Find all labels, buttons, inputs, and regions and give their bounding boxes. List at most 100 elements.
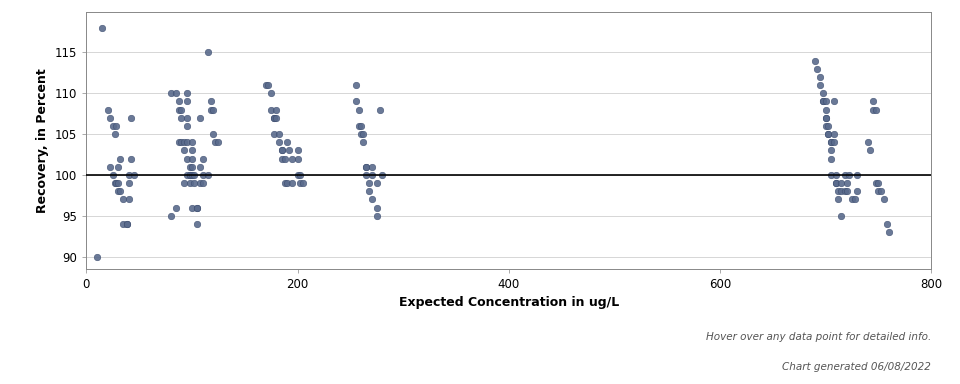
Point [121, 172, 136, 178]
Point [182, 164, 198, 170]
Point [126, 172, 142, 178]
Point [100, 106, 115, 113]
Point [267, 115, 282, 121]
Point [179, 90, 194, 96]
Point [828, 172, 844, 178]
Point [169, 204, 184, 210]
Point [89, 253, 105, 260]
Point [837, 188, 852, 194]
Point [862, 147, 877, 154]
Point [827, 131, 842, 137]
Point [108, 123, 124, 129]
Point [186, 172, 202, 178]
Point [816, 90, 831, 96]
Point [364, 164, 379, 170]
Point [182, 172, 198, 178]
Point [108, 180, 123, 186]
Point [845, 196, 860, 202]
Point [351, 106, 367, 113]
Point [271, 139, 286, 145]
Point [102, 115, 117, 121]
Point [372, 106, 388, 113]
Point [812, 82, 828, 88]
Point [362, 180, 377, 186]
Point [823, 172, 839, 178]
X-axis label: Expected Concentration in ug/L: Expected Concentration in ug/L [398, 296, 619, 310]
Point [112, 156, 128, 162]
Point [823, 156, 839, 162]
Point [277, 180, 293, 186]
Point [172, 98, 187, 104]
Point [850, 172, 865, 178]
Point [204, 106, 219, 113]
Point [110, 188, 126, 194]
Point [284, 180, 300, 186]
Point [123, 115, 138, 121]
Point [204, 98, 219, 104]
Point [871, 180, 886, 186]
Text: Chart generated 06/08/2022: Chart generated 06/08/2022 [782, 362, 931, 372]
Point [275, 156, 290, 162]
Point [839, 180, 854, 186]
Text: Hover over any data point for detailed info.: Hover over any data point for detailed i… [706, 332, 931, 342]
Point [105, 172, 121, 178]
Point [837, 172, 852, 178]
Point [210, 139, 227, 145]
Point [374, 172, 390, 178]
Point [869, 106, 884, 113]
Point [833, 180, 850, 186]
Point [823, 139, 839, 145]
Point [163, 90, 179, 96]
Point [184, 147, 200, 154]
Point [182, 180, 198, 186]
Point [818, 115, 833, 121]
Point [176, 147, 191, 154]
Point [182, 172, 198, 178]
Point [267, 131, 282, 137]
Point [827, 139, 842, 145]
Point [823, 147, 839, 154]
Point [200, 49, 215, 55]
Point [112, 188, 128, 194]
Point [260, 82, 276, 88]
Point [193, 180, 208, 186]
Point [275, 147, 290, 154]
Point [189, 221, 205, 227]
Point [163, 213, 179, 219]
Y-axis label: Recovery, in Percent: Recovery, in Percent [36, 68, 50, 212]
Point [110, 180, 126, 186]
Point [820, 131, 835, 137]
Point [290, 156, 305, 162]
Point [369, 213, 384, 219]
Point [169, 90, 184, 96]
Point [353, 123, 369, 129]
Point [353, 131, 369, 137]
Point [809, 66, 825, 72]
Point [179, 115, 194, 121]
Point [176, 139, 191, 145]
Point [827, 98, 842, 104]
Point [284, 156, 300, 162]
Point [184, 164, 200, 170]
Point [110, 164, 126, 170]
Point [816, 98, 831, 104]
Point [362, 188, 377, 194]
Point [818, 98, 833, 104]
Point [119, 221, 134, 227]
Point [873, 188, 888, 194]
Point [812, 74, 828, 80]
Point [292, 180, 307, 186]
Point [195, 180, 210, 186]
Point [850, 188, 865, 194]
Point [102, 164, 117, 170]
Point [271, 131, 286, 137]
Point [119, 221, 134, 227]
Point [94, 25, 109, 31]
Point [184, 139, 200, 145]
Point [121, 196, 136, 202]
Point [823, 139, 839, 145]
Point [290, 172, 305, 178]
Point [115, 221, 131, 227]
Point [364, 172, 379, 178]
Point [269, 106, 284, 113]
